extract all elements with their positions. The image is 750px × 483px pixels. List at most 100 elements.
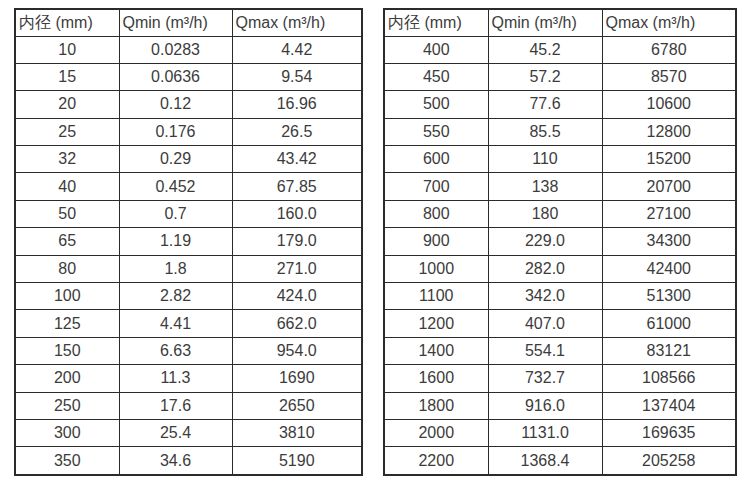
table-row: 320.2943.42: [15, 146, 362, 173]
table-cell: 732.7: [488, 365, 602, 392]
table-cell: 0.12: [119, 91, 232, 118]
table-cell: 1200: [384, 310, 488, 337]
table-cell: 500: [384, 91, 488, 118]
table-row: 60011015200: [384, 146, 736, 173]
table-cell: 110: [488, 146, 602, 173]
table-cell: 25: [15, 118, 119, 145]
column-header: Qmin (m³/h): [119, 9, 232, 36]
table-cell: 45.2: [488, 36, 602, 63]
column-header: 内径 (mm): [384, 9, 488, 36]
table-row: 200.1216.96: [15, 91, 362, 118]
table-row: 70013820700: [384, 173, 736, 200]
table-cell: 150: [15, 337, 119, 364]
table-cell: 662.0: [232, 310, 362, 337]
table-cell: 10600: [602, 91, 736, 118]
table-cell: 1131.0: [488, 419, 602, 446]
table-cell: 108566: [602, 365, 736, 392]
table-cell: 0.452: [119, 173, 232, 200]
table-cell: 2200: [384, 447, 488, 475]
table-cell: 2.82: [119, 283, 232, 310]
table-cell: 43.42: [232, 146, 362, 173]
table-row: 55085.512800: [384, 118, 736, 145]
table-cell: 800: [384, 200, 488, 227]
table-cell: 0.176: [119, 118, 232, 145]
table-cell: 26.5: [232, 118, 362, 145]
table-cell: 229.0: [488, 228, 602, 255]
table-cell: 27100: [602, 200, 736, 227]
table-cell: 205258: [602, 447, 736, 475]
table-cell: 271.0: [232, 255, 362, 282]
column-header: Qmax (m³/h): [232, 9, 362, 36]
table-cell: 400: [384, 36, 488, 63]
table-cell: 0.0283: [119, 36, 232, 63]
table-cell: 77.6: [488, 91, 602, 118]
table-row: 150.06369.54: [15, 63, 362, 90]
table-cell: 11.3: [119, 365, 232, 392]
table-cell: 450: [384, 63, 488, 90]
table-cell: 954.0: [232, 337, 362, 364]
table-cell: 10: [15, 36, 119, 63]
table-row: 30025.43810: [15, 419, 362, 446]
table-row: 25017.62650: [15, 392, 362, 419]
table-cell: 1100: [384, 283, 488, 310]
table-cell: 57.2: [488, 63, 602, 90]
table-cell: 40: [15, 173, 119, 200]
table-cell: 85.5: [488, 118, 602, 145]
table-cell: 0.7: [119, 200, 232, 227]
table-cell: 8570: [602, 63, 736, 90]
table-row: 250.17626.5: [15, 118, 362, 145]
header-row: 内径 (mm)Qmin (m³/h)Qmax (m³/h): [384, 9, 736, 36]
table-row: 651.19179.0: [15, 228, 362, 255]
table-row: 20001131.0169635: [384, 419, 736, 446]
table-cell: 65: [15, 228, 119, 255]
table-cell: 12800: [602, 118, 736, 145]
column-header: Qmin (m³/h): [488, 9, 602, 36]
table-cell: 1.8: [119, 255, 232, 282]
table-cell: 67.85: [232, 173, 362, 200]
table-cell: 554.1: [488, 337, 602, 364]
table-cell: 15200: [602, 146, 736, 173]
table-cell: 1600: [384, 365, 488, 392]
table-row: 801.8271.0: [15, 255, 362, 282]
page: 内径 (mm)Qmin (m³/h)Qmax (m³/h)100.02834.4…: [0, 0, 750, 483]
table-row: 40045.26780: [384, 36, 736, 63]
column-header: 内径 (mm): [15, 9, 119, 36]
table-cell: 25.4: [119, 419, 232, 446]
table-cell: 1368.4: [488, 447, 602, 475]
table-row: 1400554.183121: [384, 337, 736, 364]
table-cell: 6780: [602, 36, 736, 63]
table-cell: 1800: [384, 392, 488, 419]
table-row: 900229.034300: [384, 228, 736, 255]
table-row: 1000282.042400: [384, 255, 736, 282]
table-row: 50077.610600: [384, 91, 736, 118]
table-row: 1506.63954.0: [15, 337, 362, 364]
table-row: 1200407.061000: [384, 310, 736, 337]
table-cell: 342.0: [488, 283, 602, 310]
table-row: 1600732.7108566: [384, 365, 736, 392]
table-cell: 250: [15, 392, 119, 419]
flow-table-left: 内径 (mm)Qmin (m³/h)Qmax (m³/h)100.02834.4…: [14, 8, 363, 476]
table-row: 80018027100: [384, 200, 736, 227]
table-row: 45057.28570: [384, 63, 736, 90]
table-cell: 700: [384, 173, 488, 200]
table-cell: 407.0: [488, 310, 602, 337]
table-cell: 550: [384, 118, 488, 145]
table-cell: 80: [15, 255, 119, 282]
table-row: 1800916.0137404: [384, 392, 736, 419]
table-cell: 179.0: [232, 228, 362, 255]
table-cell: 5190: [232, 447, 362, 475]
table-cell: 916.0: [488, 392, 602, 419]
table-cell: 32: [15, 146, 119, 173]
table-cell: 1000: [384, 255, 488, 282]
column-header: Qmax (m³/h): [602, 9, 736, 36]
table-cell: 138: [488, 173, 602, 200]
table-row: 100.02834.42: [15, 36, 362, 63]
table-cell: 900: [384, 228, 488, 255]
table-cell: 1400: [384, 337, 488, 364]
table-cell: 2000: [384, 419, 488, 446]
table-cell: 100: [15, 283, 119, 310]
table-row: 35034.65190: [15, 447, 362, 475]
table-cell: 282.0: [488, 255, 602, 282]
table-cell: 17.6: [119, 392, 232, 419]
table-cell: 424.0: [232, 283, 362, 310]
